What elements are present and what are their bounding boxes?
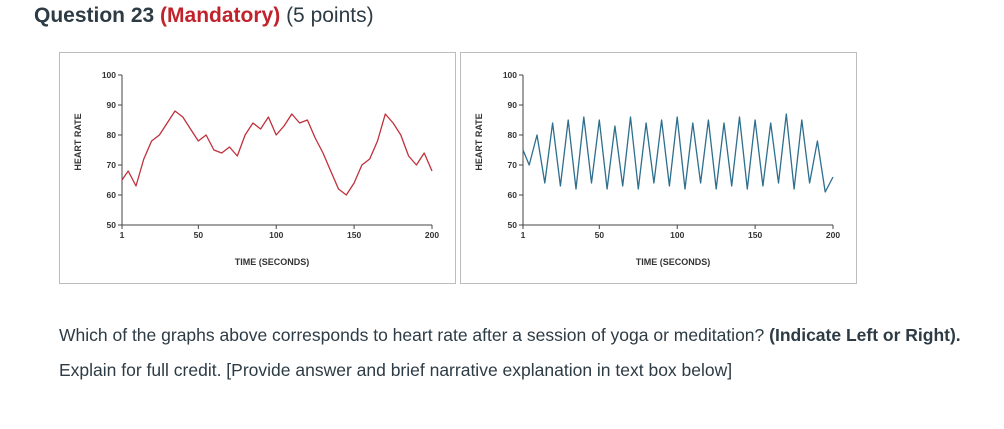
left-x-tick-label: 50 xyxy=(194,230,204,240)
right-x-tick-label: 200 xyxy=(826,230,840,240)
prompt-instruction: (Indicate Left or Right). xyxy=(769,325,961,345)
right-x-axis-label: TIME (SECONDS) xyxy=(636,257,711,267)
right-x-tick-label: 150 xyxy=(748,230,762,240)
right-heart-rate-chart: 50 60 70 80 90 100 1 50 100 150 200 TIME (SECONDS) H… xyxy=(460,52,857,284)
left-y-tick-label: 90 xyxy=(107,100,117,110)
right-x-tick-label: 50 xyxy=(595,230,605,240)
left-y-tick-label: 80 xyxy=(107,130,117,140)
left-x-tick-label: 200 xyxy=(425,230,439,240)
question-prompt: Which of the graphs above corresponds to… xyxy=(59,318,979,388)
right-y-tick-label: 80 xyxy=(508,130,518,140)
left-x-tick-label: 150 xyxy=(347,230,361,240)
left-x-tick-label: 1 xyxy=(120,230,125,240)
left-x-tick-label: 100 xyxy=(269,230,283,240)
right-y-tick-label: 70 xyxy=(508,160,518,170)
right-heart-rate-line xyxy=(522,113,834,193)
right-y-tick-label: 90 xyxy=(508,100,518,110)
left-x-axis-label: TIME (SECONDS) xyxy=(235,257,310,267)
right-x-tick-label: 100 xyxy=(670,230,684,240)
points-label: (5 points) xyxy=(286,4,374,27)
question-number: Question 23 xyxy=(34,4,155,27)
right-y-tick-label: 100 xyxy=(503,70,517,80)
left-y-tick-label: 60 xyxy=(107,190,117,200)
left-y-tick-label: 50 xyxy=(107,220,117,230)
left-y-tick-label: 100 xyxy=(102,70,116,80)
prompt-text: Which of the graphs above corresponds to… xyxy=(59,325,765,345)
left-y-axis-label: HEART RATE xyxy=(73,113,83,170)
mandatory-label: (Mandatory) xyxy=(160,4,281,27)
right-x-tick-label: 1 xyxy=(521,230,526,240)
question-header: Question 23 (Mandatory) (5 points) xyxy=(34,4,374,28)
left-heart-rate-line xyxy=(121,110,433,196)
left-heart-rate-chart: 50 60 70 80 90 100 1 50 100 150 200 TIME (SECONDS) H… xyxy=(59,52,456,284)
prompt-explanation: Explain for full credit. [Provide answer… xyxy=(59,360,733,380)
right-y-tick-label: 50 xyxy=(508,220,518,230)
right-y-tick-label: 60 xyxy=(508,190,518,200)
right-y-axis-label: HEART RATE xyxy=(474,113,484,170)
left-y-tick-label: 70 xyxy=(107,160,117,170)
